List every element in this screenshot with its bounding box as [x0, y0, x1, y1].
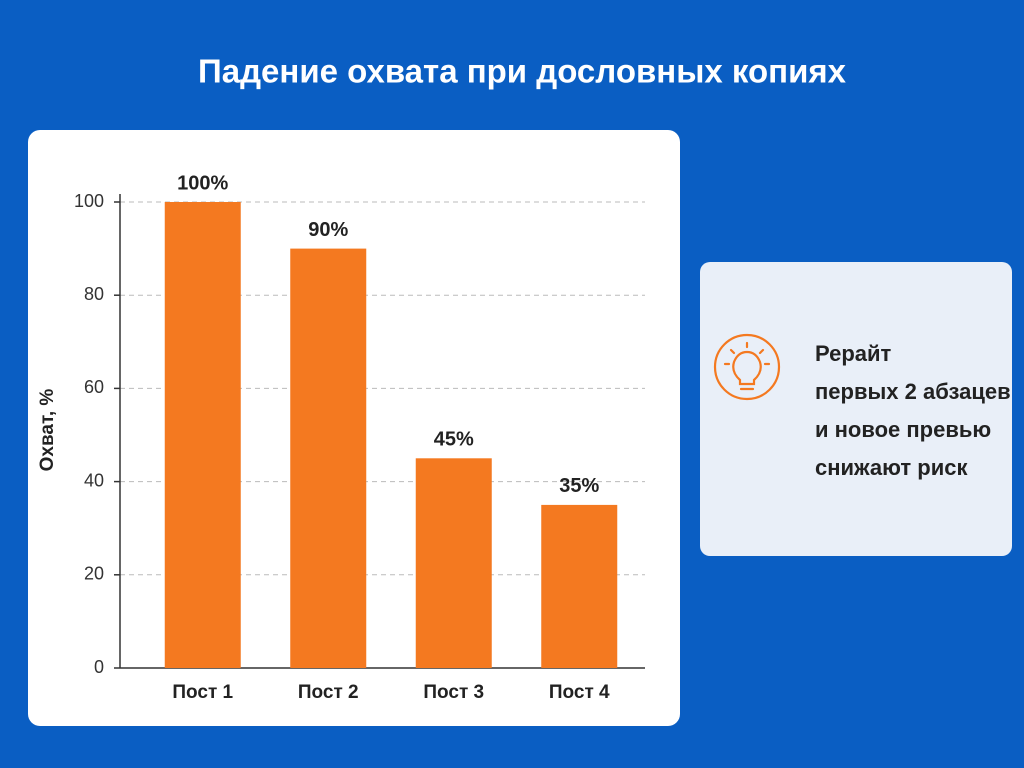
callout-text: и новое превью	[815, 417, 991, 442]
x-tick-label: Пост 1	[172, 682, 233, 703]
y-tick-label: 0	[94, 657, 104, 677]
callout-text: снижают риск	[815, 455, 968, 480]
value-label: 35%	[559, 475, 599, 497]
value-label: 45%	[434, 429, 474, 451]
chart-title: Падение охвата при дословных копиях	[198, 53, 847, 90]
callout-text: первых 2 абзацев	[815, 379, 1011, 404]
bar	[290, 248, 367, 668]
bar	[415, 458, 492, 668]
x-tick-label: Пост 2	[298, 682, 359, 703]
value-label: 90%	[308, 219, 348, 241]
bar	[164, 202, 241, 668]
y-tick-label: 20	[84, 564, 104, 584]
value-label: 100%	[177, 172, 228, 194]
callout-card	[700, 262, 1012, 556]
bulb-icon	[713, 333, 781, 401]
y-tick-label: 60	[84, 377, 104, 397]
bar	[541, 504, 618, 668]
x-tick-label: Пост 4	[549, 682, 610, 703]
y-axis-label: Охват, %	[37, 389, 58, 472]
y-tick-label: 40	[84, 470, 104, 490]
x-tick-label: Пост 3	[423, 682, 484, 703]
y-tick-label: 100	[74, 191, 104, 211]
y-tick-label: 80	[84, 284, 104, 304]
callout-text: Рерайт	[815, 341, 892, 366]
